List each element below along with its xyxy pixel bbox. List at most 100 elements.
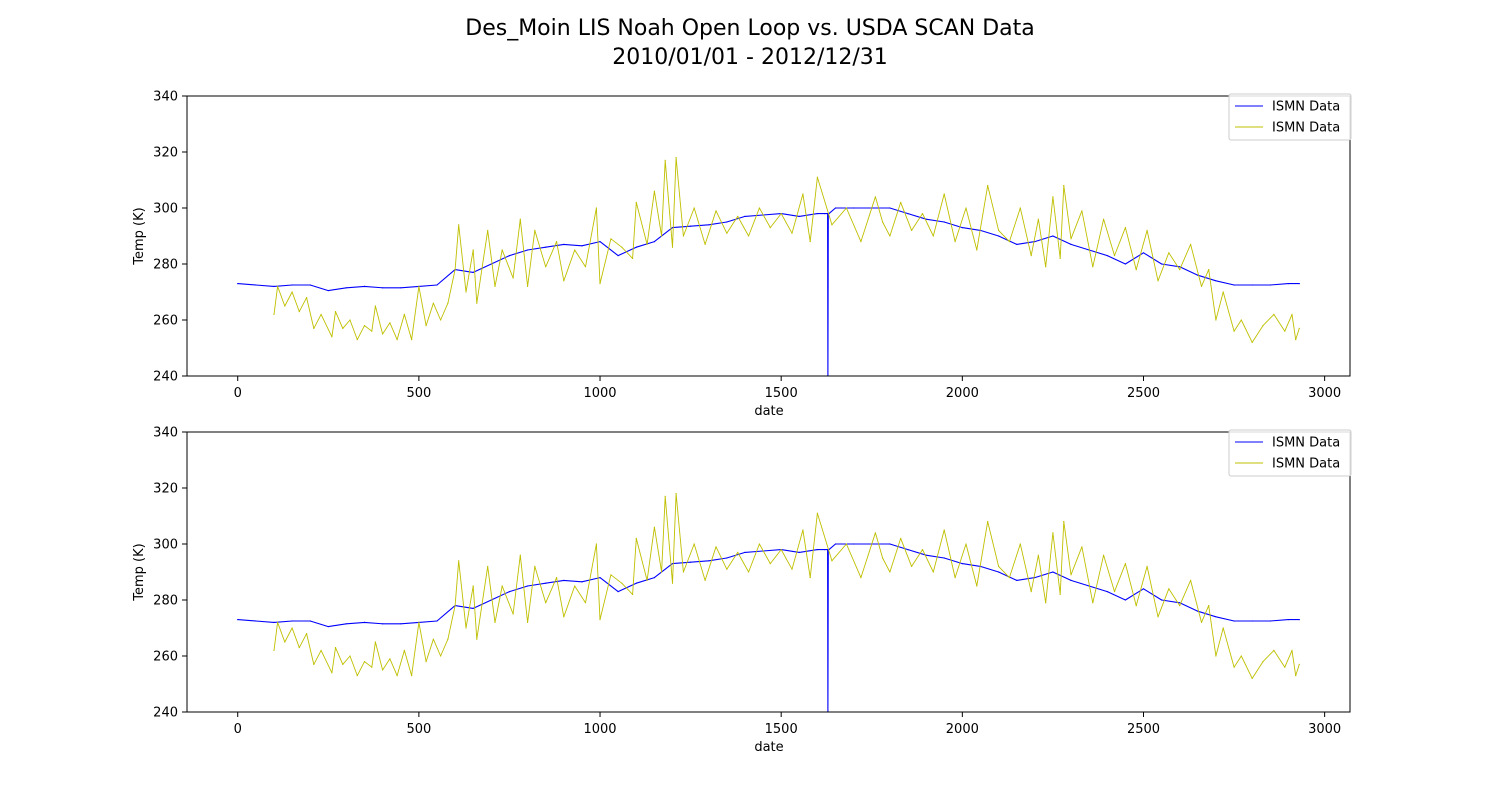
data-point-yellow: [632, 257, 634, 259]
x-tick-label: 2000: [946, 722, 979, 737]
data-point-yellow: [860, 577, 862, 579]
data-point-yellow: [418, 285, 420, 287]
data-point-blue: [824, 213, 826, 215]
data-point-yellow: [356, 339, 358, 341]
data-point-yellow: [726, 232, 728, 234]
data-point-yellow: [809, 577, 811, 579]
data-point-yellow: [802, 529, 804, 531]
data-point-yellow: [860, 241, 862, 243]
data-point-blue: [1161, 599, 1163, 601]
subplot-top: 0 500 1000 1500 2000 2500 3000 240 260 280 300 320 3…: [132, 90, 1352, 419]
data-point-yellow: [334, 311, 337, 313]
data-point-yellow: [1168, 252, 1170, 254]
data-point-yellow: [987, 185, 989, 187]
data-point-yellow: [987, 521, 989, 523]
data-point-yellow: [356, 675, 358, 677]
data-point-yellow: [291, 291, 293, 293]
data-point-yellow: [816, 176, 819, 178]
y-axis-label: Temp (K): [132, 543, 147, 601]
data-point-yellow: [1063, 521, 1065, 523]
data-point-yellow: [595, 543, 598, 545]
y-axis-label: Temp (K): [132, 207, 147, 265]
data-point-yellow: [943, 193, 945, 195]
data-point-yellow: [671, 246, 674, 248]
data-point-yellow: [342, 327, 344, 329]
data-point-yellow: [403, 313, 405, 315]
data-point-yellow: [874, 532, 877, 534]
data-point-blue: [237, 619, 239, 621]
data-point-blue: [1142, 588, 1145, 590]
data-point-yellow: [487, 565, 489, 568]
data-point-yellow: [534, 565, 536, 568]
data-point-yellow: [1037, 554, 1039, 556]
y-tick-label: 240: [153, 370, 178, 385]
data-point-yellow: [1273, 649, 1275, 652]
data-point-yellow: [512, 277, 514, 279]
axes-frame: [186, 431, 1351, 713]
data-point-blue: [273, 285, 275, 287]
data-point-yellow: [664, 495, 666, 497]
data-point-yellow: [1070, 574, 1072, 576]
data-point-yellow: [403, 649, 405, 652]
data-point-blue: [1124, 599, 1126, 601]
data-point-yellow: [1092, 266, 1094, 268]
data-point-blue: [1016, 243, 1018, 245]
data-point-yellow: [556, 241, 558, 243]
series-line-yellow: [273, 493, 1300, 679]
data-point-yellow: [1222, 291, 1224, 293]
data-point-yellow: [418, 621, 420, 624]
y-tick-label: 340: [153, 426, 178, 441]
data-point-yellow: [313, 327, 315, 329]
data-point-yellow: [1215, 319, 1217, 321]
data-point-blue: [237, 283, 239, 285]
data-point-yellow: [1124, 227, 1126, 229]
data-point-blue: [943, 221, 945, 223]
x-tick-label: 0: [234, 722, 242, 737]
data-point-yellow: [911, 565, 913, 568]
data-point-yellow: [845, 543, 848, 545]
data-point-blue: [1016, 579, 1018, 582]
data-point-blue: [508, 255, 511, 257]
data-point-blue: [527, 249, 529, 251]
data-point-yellow: [1262, 661, 1264, 663]
data-point-blue: [708, 224, 710, 226]
data-point-blue: [853, 543, 855, 545]
data-point-yellow: [1233, 330, 1235, 332]
data-point-blue: [1251, 284, 1253, 286]
data-point-yellow: [371, 666, 373, 668]
data-point-yellow: [411, 339, 413, 341]
data-point-yellow: [382, 669, 384, 671]
data-point-yellow: [635, 201, 637, 203]
axes-frame: [186, 95, 1351, 377]
data-point-yellow: [671, 582, 674, 584]
data-point-blue: [1298, 283, 1300, 285]
data-point-blue: [816, 213, 819, 215]
data-point-blue: [690, 225, 692, 227]
y-tick-label: 320: [153, 482, 178, 497]
data-point-blue: [907, 213, 909, 215]
data-point-yellow: [1273, 313, 1275, 315]
data-point-blue: [363, 285, 366, 287]
data-point-yellow: [1291, 313, 1293, 315]
data-point-blue: [291, 620, 293, 622]
data-point-blue: [563, 243, 565, 245]
data-point-yellow: [921, 549, 924, 551]
data-point-yellow: [425, 325, 427, 327]
data-point-yellow: [334, 647, 337, 649]
data-point-yellow: [1240, 319, 1242, 321]
data-point-yellow: [374, 305, 376, 307]
data-point-yellow: [693, 207, 695, 209]
data-point-blue: [255, 284, 257, 286]
y-tick-label: 280: [153, 594, 178, 609]
data-point-blue: [309, 620, 311, 622]
x-tick-label: 1000: [583, 722, 616, 737]
data-point-yellow: [998, 229, 1000, 231]
data-point-yellow: [780, 549, 782, 551]
data-point-yellow: [331, 336, 333, 338]
data-point-blue: [599, 577, 601, 579]
data-point-blue: [617, 591, 619, 593]
data-point-yellow: [454, 605, 456, 607]
data-point-yellow: [1019, 543, 1021, 545]
data-point-blue: [345, 287, 347, 289]
data-point-yellow: [675, 493, 677, 495]
